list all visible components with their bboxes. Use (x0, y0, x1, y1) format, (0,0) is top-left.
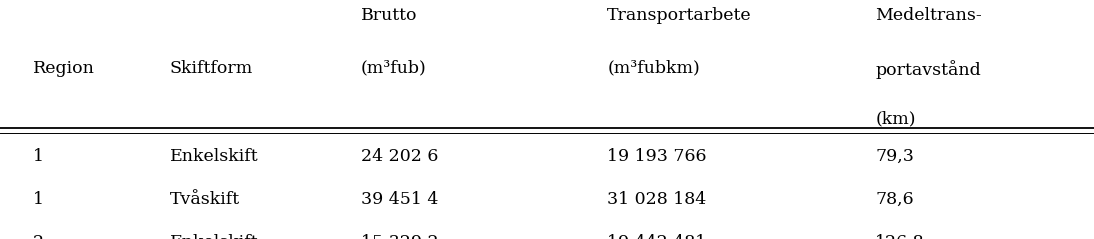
Text: portavstånd: portavstånd (875, 60, 981, 79)
Text: 126,8: 126,8 (875, 234, 924, 239)
Text: Tvåskift: Tvåskift (170, 191, 240, 208)
Text: Enkelskift: Enkelskift (170, 148, 258, 165)
Text: (km): (km) (875, 110, 916, 127)
Text: 31 028 184: 31 028 184 (607, 191, 707, 208)
Text: Medeltrans-: Medeltrans- (875, 7, 982, 24)
Text: (m³fub): (m³fub) (361, 60, 427, 77)
Text: 15 329 2: 15 329 2 (361, 234, 439, 239)
Text: Brutto: Brutto (361, 7, 418, 24)
Text: 19 193 766: 19 193 766 (607, 148, 707, 165)
Text: Enkelskift: Enkelskift (170, 234, 258, 239)
Text: Skiftform: Skiftform (170, 60, 253, 77)
Text: 2: 2 (33, 234, 44, 239)
Text: (m³fubkm): (m³fubkm) (607, 60, 700, 77)
Text: 1: 1 (33, 191, 44, 208)
Text: 19 442 481: 19 442 481 (607, 234, 707, 239)
Text: 78,6: 78,6 (875, 191, 913, 208)
Text: 24 202 6: 24 202 6 (361, 148, 439, 165)
Text: 79,3: 79,3 (875, 148, 915, 165)
Text: Region: Region (33, 60, 95, 77)
Text: 39 451 4: 39 451 4 (361, 191, 439, 208)
Text: Transportarbete: Transportarbete (607, 7, 752, 24)
Text: 1: 1 (33, 148, 44, 165)
